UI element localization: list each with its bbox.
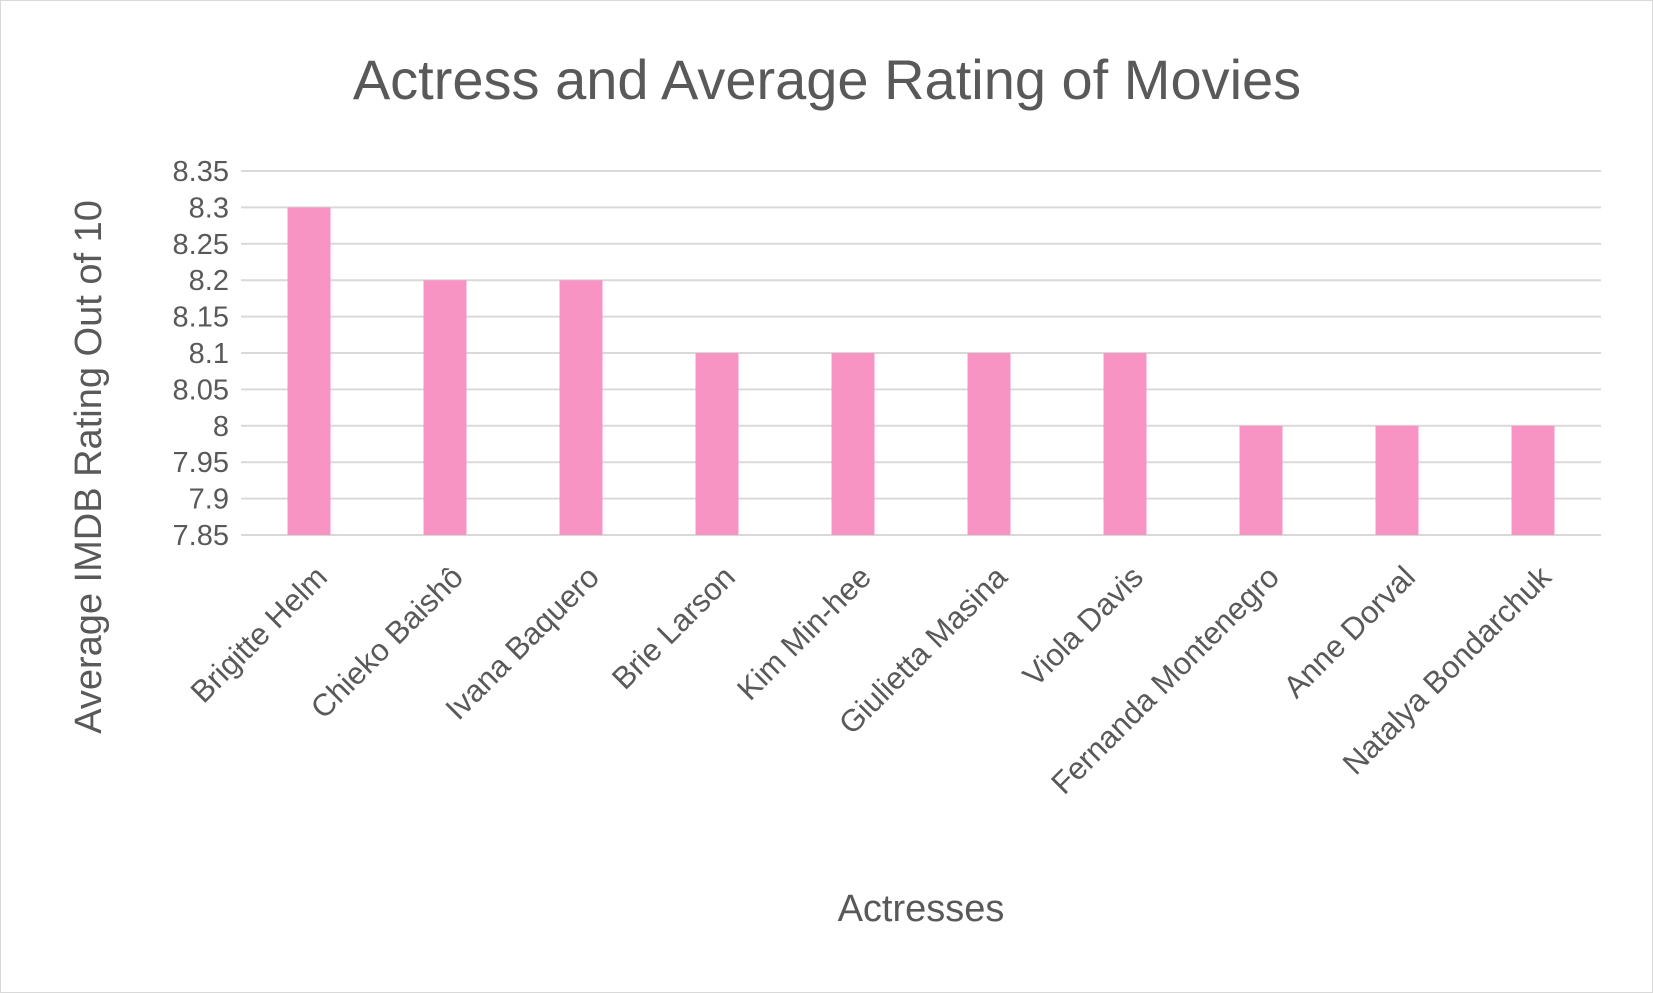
bar — [967, 353, 1011, 535]
bar — [831, 353, 875, 535]
x-category-label: Kim Min-hee — [730, 559, 878, 707]
y-tick-label: 8.25 — [173, 229, 229, 261]
x-category-label: Brigitte Helm — [184, 559, 334, 709]
gridlines — [241, 170, 1601, 536]
y-tick-label: 8 — [213, 411, 229, 443]
y-tick-label: 8.05 — [173, 374, 229, 406]
bar — [559, 280, 603, 535]
y-tick-label: 8.2 — [189, 265, 229, 297]
y-tick-label: 7.9 — [189, 484, 229, 516]
bar — [1511, 425, 1555, 535]
y-tick-label: 8.1 — [189, 338, 229, 370]
chart-title: Actress and Average Rating of Movies — [353, 48, 1301, 111]
y-axis-title: Average IMDB Rating Out of 10 — [68, 200, 110, 734]
y-axis-ticks: 7.85 7.9 7.95 8 8.05 8.1 8.15 8.2 8.25 8.3 8.35 — [173, 156, 229, 552]
bar — [1103, 353, 1147, 535]
bar — [1375, 425, 1419, 535]
y-tick-label: 8.35 — [173, 156, 229, 188]
x-category-label: Brie Larson — [605, 559, 742, 696]
y-tick-label: 8.3 — [189, 192, 229, 224]
y-tick-label: 7.85 — [173, 520, 229, 552]
bar — [695, 353, 739, 535]
bar — [423, 280, 467, 535]
y-tick-label: 8.15 — [173, 302, 229, 334]
bar — [287, 207, 331, 535]
x-category-label: Fernanda Montenegro — [1044, 559, 1286, 801]
bars — [287, 207, 1555, 535]
x-axis-title: Actresses — [838, 888, 1005, 930]
x-category-label: Anne Dorval — [1277, 559, 1422, 704]
bar — [1239, 425, 1283, 535]
y-tick-label: 7.95 — [173, 447, 229, 479]
x-category-label: Viola Davis — [1016, 559, 1150, 693]
